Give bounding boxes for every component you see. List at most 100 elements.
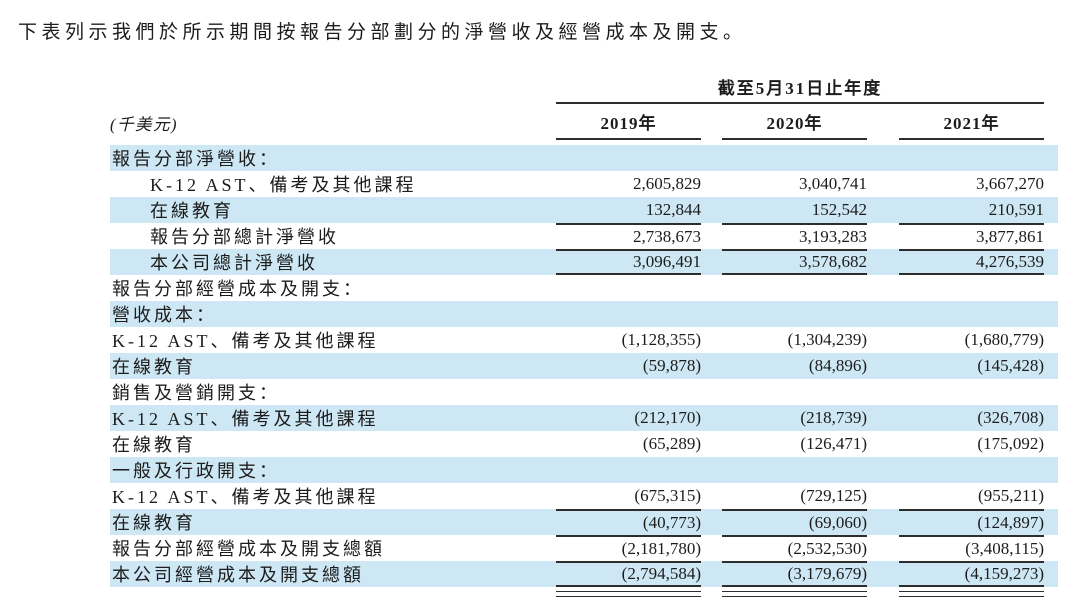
- value-cell: [556, 301, 701, 327]
- table-row: 報告分部總計淨營收 2,738,673 3,193,283 3,877,861: [110, 223, 1058, 249]
- column-header-row: (千美元) 2019年 2020年 2021年: [110, 109, 1058, 140]
- value-cell: [722, 275, 867, 301]
- table-body: 報告分部淨營收： K-12 AST、備考及其他課程 2,605,829 3,04…: [110, 145, 1058, 587]
- row-label: 報告分部經營成本及開支：: [112, 279, 364, 299]
- row-label: 本公司總計淨營收: [150, 253, 318, 273]
- intro-paragraph: 下表列示我們於所示期間按報告分部劃分的淨營收及經營成本及開支。: [18, 22, 747, 43]
- value-cell: (65,289): [642, 434, 701, 453]
- row-label: 報告分部經營成本及開支總額: [112, 539, 385, 559]
- double-rule-segment: [899, 591, 1044, 597]
- value-cell: (326,708): [977, 408, 1044, 427]
- row-label: K-12 AST、備考及其他課程: [150, 175, 417, 195]
- value-cell: (145,428): [977, 356, 1044, 375]
- value-cell: 2,605,829: [633, 174, 701, 193]
- value-cell: 3,877,861: [899, 223, 1044, 249]
- table-row: 報告分部淨營收：: [110, 145, 1058, 171]
- value-cell: 132,844: [645, 200, 701, 219]
- value-cell: [556, 379, 701, 405]
- row-label: 一般及行政開支：: [112, 461, 280, 481]
- value-cell: (729,125): [800, 486, 867, 505]
- value-cell: [899, 275, 1044, 301]
- value-cell: (212,170): [634, 408, 701, 427]
- table-row: 本公司經營成本及開支總額 (2,794,584) (3,179,679) (4,…: [110, 561, 1058, 587]
- row-label: 在線教育: [150, 201, 234, 221]
- table-row: 報告分部經營成本及開支：: [110, 275, 1058, 301]
- table-row: 在線教育 (40,773) (69,060) (124,897): [110, 509, 1058, 535]
- value-cell: (1,680,779): [964, 330, 1044, 349]
- value-cell: (2,532,530): [722, 535, 867, 561]
- value-cell: (4,159,273): [899, 561, 1044, 587]
- value-cell: (1,128,355): [621, 330, 701, 349]
- double-rule: [110, 591, 1058, 597]
- period-header: 截至5月31日止年度: [556, 74, 1044, 104]
- row-label: K-12 AST、備考及其他課程: [112, 487, 379, 507]
- table-row: 銷售及營銷開支：: [110, 379, 1058, 405]
- value-cell: [899, 145, 1044, 171]
- row-label: K-12 AST、備考及其他課程: [112, 331, 379, 351]
- year-header-2021: 2021年: [899, 109, 1044, 140]
- double-rule-segment: [722, 591, 867, 597]
- value-cell: (955,211): [978, 486, 1044, 505]
- value-cell: (1,304,239): [787, 330, 867, 349]
- value-cell: [556, 145, 701, 171]
- value-cell: [722, 457, 867, 483]
- row-label: 本公司經營成本及開支總額: [112, 565, 364, 585]
- table-row: K-12 AST、備考及其他課程 (212,170) (218,739) (32…: [110, 405, 1058, 431]
- value-cell: (2,181,780): [556, 535, 701, 561]
- row-label: 報告分部總計淨營收: [150, 227, 339, 247]
- table-row: 在線教育 (65,289) (126,471) (175,092): [110, 431, 1058, 457]
- value-cell: (59,878): [642, 356, 701, 375]
- value-cell: [722, 145, 867, 171]
- double-rule-spacer: [110, 591, 556, 597]
- row-label: 在線教育: [112, 435, 196, 455]
- value-cell: 3,667,270: [976, 174, 1044, 193]
- row-label: K-12 AST、備考及其他課程: [112, 409, 379, 429]
- value-cell: (3,179,679): [722, 561, 867, 587]
- value-cell: (84,896): [808, 356, 867, 375]
- table-row: 營收成本：: [110, 301, 1058, 327]
- unit-label: (千美元): [110, 115, 178, 134]
- table-row: 在線教育 132,844 152,542 210,591: [110, 197, 1058, 223]
- row-label: 在線教育: [112, 513, 196, 533]
- segment-financial-table: 截至5月31日止年度 (千美元) 2019年 2020年 2021年 報告分部淨…: [110, 74, 1058, 597]
- value-cell: [899, 457, 1044, 483]
- row-label: 報告分部淨營收：: [112, 149, 280, 169]
- value-cell: (675,315): [634, 486, 701, 505]
- value-cell: [722, 301, 867, 327]
- value-cell: 3,040,741: [799, 174, 867, 193]
- value-cell: 152,542: [811, 200, 867, 219]
- value-cell: [722, 379, 867, 405]
- row-label: 在線教育: [112, 357, 196, 377]
- value-cell: (3,408,115): [899, 535, 1044, 561]
- value-cell: [899, 379, 1044, 405]
- table-row: 報告分部經營成本及開支總額 (2,181,780) (2,532,530) (3…: [110, 535, 1058, 561]
- value-cell: [556, 275, 701, 301]
- year-header-2020: 2020年: [722, 109, 867, 140]
- value-cell: 3,193,283: [722, 223, 867, 249]
- value-cell: (218,739): [800, 408, 867, 427]
- value-cell: [899, 301, 1044, 327]
- value-cell: 3,578,682: [722, 249, 867, 275]
- table-row: 在線教育 (59,878) (84,896) (145,428): [110, 353, 1058, 379]
- value-cell: (2,794,584): [556, 561, 701, 587]
- year-header-2019: 2019年: [556, 109, 701, 140]
- row-label: 營收成本：: [112, 305, 217, 325]
- value-cell: 210,591: [988, 200, 1044, 219]
- value-cell: (69,060): [722, 509, 867, 535]
- row-label: 銷售及營銷開支：: [112, 383, 280, 403]
- table-row: 本公司總計淨營收 3,096,491 3,578,682 4,276,539: [110, 249, 1058, 275]
- value-cell: 2,738,673: [556, 223, 701, 249]
- table-row: K-12 AST、備考及其他課程 (675,315) (729,125) (95…: [110, 483, 1058, 509]
- value-cell: [556, 457, 701, 483]
- table-row: K-12 AST、備考及其他課程 (1,128,355) (1,304,239)…: [110, 327, 1058, 353]
- value-cell: (126,471): [800, 434, 867, 453]
- table-row: 一般及行政開支：: [110, 457, 1058, 483]
- value-cell: 4,276,539: [899, 249, 1044, 275]
- value-cell: (40,773): [556, 509, 701, 535]
- double-rule-segment: [556, 591, 701, 597]
- table-row: K-12 AST、備考及其他課程 2,605,829 3,040,741 3,6…: [110, 171, 1058, 197]
- value-cell: (175,092): [977, 434, 1044, 453]
- value-cell: 3,096,491: [556, 249, 701, 275]
- value-cell: (124,897): [899, 509, 1044, 535]
